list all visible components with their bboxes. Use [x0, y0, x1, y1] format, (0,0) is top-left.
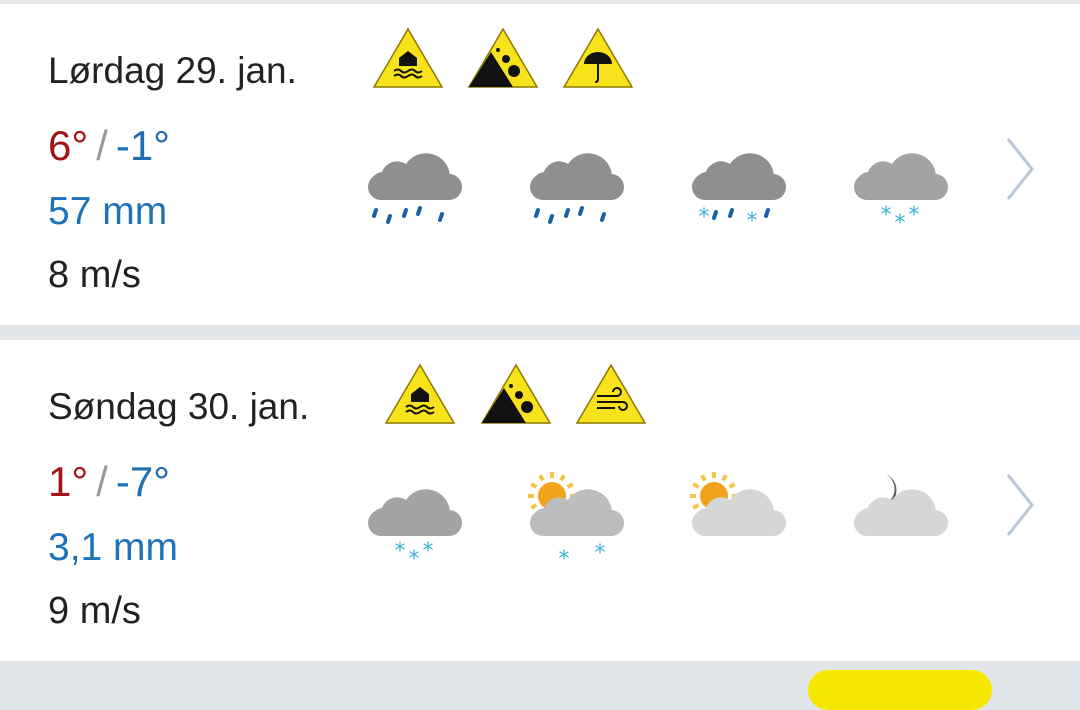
- svg-text:*: *: [409, 547, 420, 572]
- svg-text:*: *: [881, 203, 892, 228]
- day-card[interactable]: Lørdag 29. jan. 6° / -1° 57 mm 8 m/s * * * * *: [0, 4, 1080, 325]
- wind-speed: 8 m/s: [48, 254, 141, 296]
- partly-cloudy-night-icon: [854, 474, 948, 536]
- cloud-heavy-rain-icon: [530, 153, 624, 224]
- day-title: Lørdag 29. jan.: [48, 50, 297, 91]
- cloud-snow-icon: * * *: [854, 153, 948, 236]
- temperature: 6° / -1°: [48, 122, 170, 170]
- precipitation: 3,1 mm: [48, 526, 179, 569]
- chevron-right-icon[interactable]: [1000, 134, 1040, 204]
- cloud-heavy-rain-icon: [368, 153, 462, 224]
- svg-text:*: *: [423, 539, 434, 564]
- wind-warning-icon[interactable]: [575, 362, 647, 426]
- temp-low: -7°: [115, 458, 170, 505]
- chevron-right-icon[interactable]: [1000, 470, 1040, 540]
- svg-text:*: *: [909, 203, 920, 228]
- flood-warning-icon[interactable]: [372, 26, 444, 90]
- day-title: Søndag 30. jan.: [48, 386, 310, 427]
- landslide-warning-icon[interactable]: [480, 362, 552, 426]
- partly-cloudy-snow-icon: * *: [528, 472, 624, 572]
- svg-text:*: *: [395, 539, 406, 564]
- temp-high: 6°: [48, 122, 89, 169]
- wind-speed: 9 m/s: [48, 590, 141, 632]
- temp-separator: /: [96, 458, 108, 505]
- temp-high: 1°: [48, 458, 89, 505]
- partly-cloudy-day-icon: [690, 472, 786, 536]
- svg-text:*: *: [747, 209, 758, 234]
- floating-button[interactable]: [808, 670, 992, 710]
- temp-low: -1°: [115, 122, 170, 169]
- precipitation: 57 mm: [48, 190, 168, 233]
- cloud-snow-icon: * * *: [368, 489, 462, 572]
- rain-warning-icon[interactable]: [562, 26, 634, 90]
- svg-text:*: *: [895, 211, 906, 236]
- svg-text:*: *: [699, 205, 710, 230]
- flood-warning-icon[interactable]: [384, 362, 456, 426]
- cloud-sleet-icon: * *: [692, 153, 786, 234]
- landslide-warning-icon[interactable]: [467, 26, 539, 90]
- svg-text:*: *: [595, 541, 606, 566]
- temperature: 1° / -7°: [48, 458, 170, 506]
- day-card[interactable]: Søndag 30. jan. 1° / -7° 3,1 mm 9 m/s * * * *…: [0, 340, 1080, 661]
- svg-text:*: *: [559, 547, 570, 572]
- temp-separator: /: [96, 122, 108, 169]
